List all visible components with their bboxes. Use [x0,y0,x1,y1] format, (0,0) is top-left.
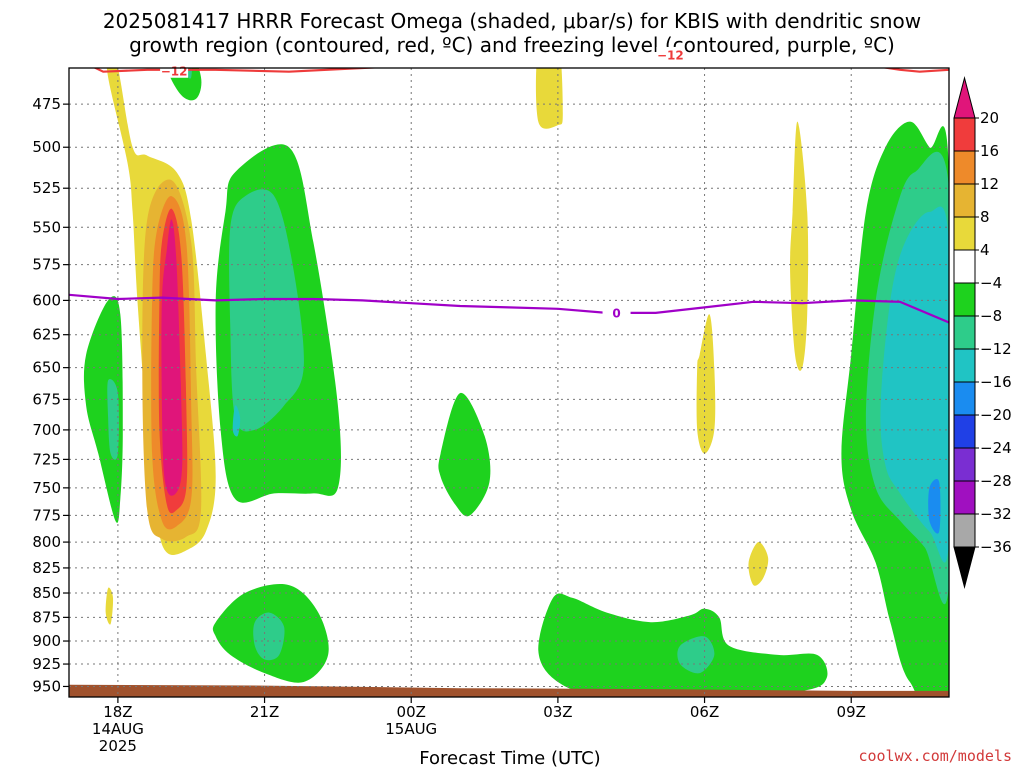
omega-region-12 [232,405,241,437]
omega-region-20 [790,121,809,371]
colorbar-box-0 [953,117,976,152]
contour-label-bg-0-0 [160,62,189,78]
colorbar-box-1 [953,150,976,185]
colorbar-label-2: 12 [980,175,999,193]
colorbar-box-10 [953,447,976,482]
grid-layer [69,68,949,697]
x-tick-label-09Z: 09Z [837,703,866,721]
y-tick-label-725: 725 [32,450,61,468]
y-tick-label-675: 675 [32,390,61,408]
y-tick-label-575: 575 [32,256,61,274]
y-tick-label-925: 925 [32,655,61,673]
contour-label-bg-1-0 [602,304,631,320]
omega-region-14 [253,612,285,661]
colorbar-label-4: 4 [980,241,990,259]
contour-layer [69,68,949,324]
contour-line-0 [93,68,949,73]
omega-region-19 [696,314,716,454]
x-tick-label-21Z: 21Z [250,703,279,721]
colorbar-label-8: −16 [980,373,1012,391]
y-tick-label-700: 700 [32,421,61,439]
colorbar-box-9 [953,414,976,449]
colorbar-label-5: −4 [980,274,1002,292]
colorbar: 20 16 12 8 4 −4 −8 −12 −16 −20 −24 −28 −32 −36 [953,76,1012,589]
omega-region-4 [161,219,183,496]
y-tick-label-825: 825 [32,559,61,577]
omega-region-21 [748,542,769,586]
contour-label-0-0: −12 [161,64,188,78]
colorbar-box-8 [953,381,976,416]
colorbar-box-5 [953,282,976,317]
colorbar-label-0: 20 [980,109,999,127]
x-tick-sublabel2-18Z: 2025 [99,737,137,755]
y-tick-label-875: 875 [32,608,61,626]
y-tick-label-775: 775 [32,506,61,524]
colorbar-box-7 [953,348,976,383]
y-tick-label-800: 800 [32,533,61,551]
x-axis-label: Forecast Time (UTC) [419,748,600,768]
colorbar-label-10: −24 [980,439,1012,457]
colorbar-label-12: −32 [980,505,1012,523]
omega-region-15 [438,392,491,517]
x-tick-label-06Z: 06Z [690,703,719,721]
omega-region-25 [928,479,941,534]
x-tick-sublabel-18Z: 14AUG [92,720,144,738]
colorbar-label-7: −12 [980,340,1012,358]
contour-label-bg-0-1 [656,46,685,62]
y-tick-label-500: 500 [32,138,61,156]
omega-region-16 [535,68,563,129]
y-tick-label-950: 950 [32,677,61,695]
x-tick-label-00Z: 00Z [397,703,426,721]
chart-title-line-2: growth region (contoured, red, ºC) and f… [129,33,895,57]
omega-region-7 [105,587,114,625]
terrain-layer [69,684,949,697]
plot-frame [68,67,950,698]
y-axis: 475 500 525 550 575 600 625 650 675 700 725 750 775 8… [32,95,69,695]
y-tick-label-550: 550 [32,218,61,236]
credit-text: coolwx.com/models [858,747,1012,765]
colorbar-box-2 [953,183,976,218]
colorbar-label-9: −20 [980,406,1012,424]
omega-shading-layer [83,68,949,697]
colorbar-label-11: −28 [980,472,1012,490]
colorbar-top-triangle [953,76,976,119]
contour-label-0-1: −12 [657,48,684,62]
y-tick-label-625: 625 [32,326,61,344]
x-tick-label-03Z: 03Z [543,703,572,721]
y-tick-label-525: 525 [32,179,61,197]
terrain-band [69,684,949,697]
colorbar-label-1: 16 [980,142,999,160]
y-tick-label-850: 850 [32,584,61,602]
y-tick-label-650: 650 [32,359,61,377]
contour-line-1 [69,293,949,324]
omega-region-11 [229,189,304,432]
colorbar-box-3 [953,216,976,251]
x-tick-sublabel-00Z: 15AUG [385,720,437,738]
contour-label-1-0: 0 [612,306,620,320]
omega-region-6 [107,379,119,460]
omega-region-24 [880,206,949,563]
y-tick-label-750: 750 [32,479,61,497]
y-tick-label-475: 475 [32,95,61,113]
omega-region-5 [83,296,123,523]
colorbar-box-11 [953,480,976,515]
x-tick-label-18Z: 18Z [103,703,132,721]
colorbar-box-4 [953,249,976,284]
colorbar-bottom-triangle [953,546,976,589]
colorbar-label-6: −8 [980,307,1002,325]
colorbar-box-6 [953,315,976,350]
colorbar-box-12 [953,513,976,548]
y-tick-label-600: 600 [32,291,61,309]
chart-title-line-1: 2025081417 HRRR Forecast Omega (shaded, … [103,9,921,33]
y-tick-label-900: 900 [32,632,61,650]
colorbar-label-13: −36 [980,538,1012,556]
colorbar-label-3: 8 [980,208,990,226]
